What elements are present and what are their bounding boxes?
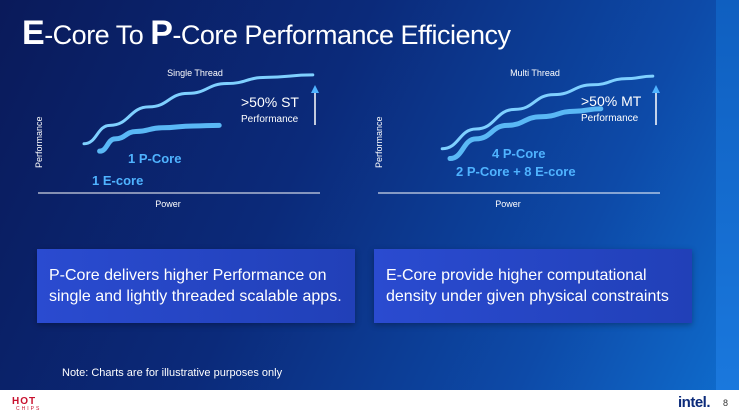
x-axis-label: Power xyxy=(495,199,521,209)
e-core-summary-box: E-Core provide higher computational dens… xyxy=(374,249,692,323)
page-number: 8 xyxy=(723,398,729,408)
illustrative-note: Note: Charts are for illustrative purpos… xyxy=(62,367,283,379)
page-title: E-Core To P-Core Performance Efficiency xyxy=(22,14,511,53)
multi-thread-chart-svg: Multi Thread Power Performance 4 P-Core 2 P-… xyxy=(374,68,660,209)
title-e: E xyxy=(22,14,45,52)
title-p: P xyxy=(150,14,173,52)
increase-arrow-head xyxy=(652,85,660,93)
hot-chips-logo-bottom: CHIPS xyxy=(16,406,42,412)
annotation-subtext: Performance xyxy=(241,114,299,125)
hot-chips-logo-top: HOT xyxy=(12,396,37,407)
series-label-2: 1 E-core xyxy=(92,173,143,188)
intel-logo: intel. xyxy=(678,394,711,411)
y-axis-label: Performance xyxy=(374,116,384,168)
series-line-2 xyxy=(97,122,222,154)
series-label-1: 4 P-Core xyxy=(492,146,545,161)
y-axis-label: Performance xyxy=(34,116,44,168)
series-label-1: 1 P-Core xyxy=(128,151,181,166)
footer-bar xyxy=(0,390,739,415)
single-thread-chart-svg: Single Thread Power Performance 1 P-Core 1 E… xyxy=(34,68,320,209)
x-axis-label: Power xyxy=(155,199,181,209)
chart-title: Single Thread xyxy=(167,68,223,78)
annotation-subtext: Performance xyxy=(581,113,639,124)
title-rest: -Core Performance Efficiency xyxy=(172,20,511,50)
annotation-text: >50% ST xyxy=(241,94,299,110)
p-core-summary-text: P-Core delivers higher Performance on si… xyxy=(49,267,342,305)
series-label-2: 2 P-Core + 8 E-core xyxy=(456,164,576,179)
p-core-summary-box: P-Core delivers higher Performance on si… xyxy=(37,249,355,323)
e-core-summary-text: E-Core provide higher computational dens… xyxy=(386,267,669,305)
title-mid: -Core To xyxy=(44,20,151,50)
chart-title: Multi Thread xyxy=(510,68,560,78)
hot-chips-logo: HOT CHIPS xyxy=(6,396,58,412)
side-gradient-strip xyxy=(716,0,739,390)
series-line-2 xyxy=(447,106,604,162)
series-line-1 xyxy=(82,73,315,146)
series-line-1 xyxy=(440,74,655,151)
annotation-text: >50% MT xyxy=(581,93,642,109)
increase-arrow-head xyxy=(311,85,319,93)
multi-thread-chart: Multi Thread Power Performance 4 P-Core 2 P-… xyxy=(370,60,670,215)
single-thread-chart: Single Thread Power Performance 1 P-Core 1 E… xyxy=(30,60,330,215)
